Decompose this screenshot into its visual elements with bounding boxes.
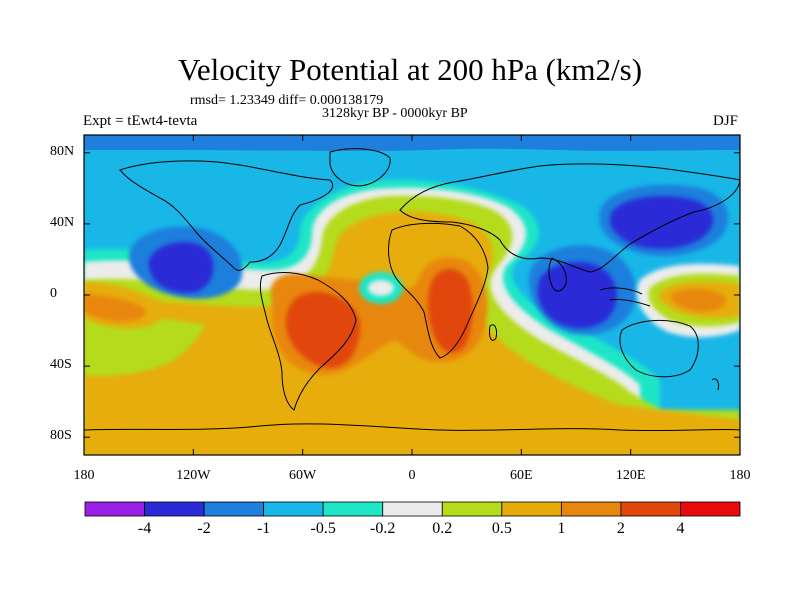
colorbar-label: -1 bbox=[256, 520, 271, 537]
colorbar-swatch bbox=[620, 501, 681, 517]
colorbar-swatch bbox=[322, 501, 384, 517]
core-south-america bbox=[286, 291, 361, 368]
lat-tick-label: 40S bbox=[50, 357, 72, 373]
map-title: Velocity Potential at 200 hPa (km2/s) bbox=[177, 52, 643, 87]
contour-fill bbox=[84, 135, 740, 455]
low-east-pacific-core bbox=[148, 242, 214, 294]
colorbar-swatch bbox=[560, 501, 622, 517]
lon-tick-label: 180 bbox=[73, 468, 95, 483]
coastlines bbox=[84, 148, 740, 432]
lon-tick-label: 60E bbox=[510, 468, 533, 483]
colorbar-label: 0.5 bbox=[491, 520, 512, 537]
colorbar-label: -2 bbox=[197, 520, 211, 537]
colorbar-swatch bbox=[501, 501, 562, 517]
colorbar-swatch bbox=[144, 501, 205, 517]
colorbar-label: 0.2 bbox=[432, 520, 453, 537]
colorbar-swatch bbox=[263, 501, 324, 517]
colorbar-swatch bbox=[441, 501, 503, 517]
colorbar-label: 2 bbox=[616, 520, 625, 537]
lon-tick-label: 180 bbox=[729, 468, 751, 483]
colorbar-swatch bbox=[680, 501, 741, 517]
colorbar-swatch bbox=[84, 501, 145, 517]
experiment-label: Expt = tEwt4-tevta bbox=[83, 113, 198, 129]
colorbar-swatch bbox=[203, 501, 265, 517]
warm-wpac-orange bbox=[671, 288, 726, 312]
colorbar-label: -4 bbox=[137, 520, 152, 537]
season-label: DJF bbox=[713, 113, 739, 129]
lat-tick-label: 80S bbox=[50, 428, 72, 444]
low-indian-core bbox=[537, 262, 617, 329]
low-north-pacific-core bbox=[610, 196, 714, 249]
core-africa bbox=[428, 268, 473, 353]
colorbar-label: 1 bbox=[557, 520, 566, 537]
stats-line: rmsd= 1.23349 diff= 0.000138179 bbox=[190, 93, 384, 108]
colorbar-label: -0.5 bbox=[310, 520, 336, 537]
lon-tick-marks bbox=[83, 135, 741, 455]
lat-tick-label: 40N bbox=[50, 214, 75, 230]
lat-tick-marks bbox=[84, 152, 740, 438]
colorbar-label: -0.2 bbox=[370, 520, 396, 537]
hole-white bbox=[368, 280, 394, 296]
lat-tick-label: 80N bbox=[50, 143, 75, 159]
colorbar-label: 4 bbox=[676, 520, 685, 537]
lat-tick-label: 0 bbox=[50, 286, 57, 301]
colorbar-swatch bbox=[382, 501, 443, 517]
warm-dateline-orange bbox=[84, 294, 146, 322]
lon-tick-label: 120W bbox=[176, 468, 211, 483]
lon-tick-label: 60W bbox=[289, 468, 317, 483]
band-blue-north bbox=[84, 135, 740, 151]
colorbar bbox=[84, 501, 741, 517]
period-label: 3128kyr BP - 0000kyr BP bbox=[322, 106, 468, 121]
lon-tick-label: 120E bbox=[615, 468, 646, 483]
lon-tick-label: 0 bbox=[408, 468, 416, 483]
